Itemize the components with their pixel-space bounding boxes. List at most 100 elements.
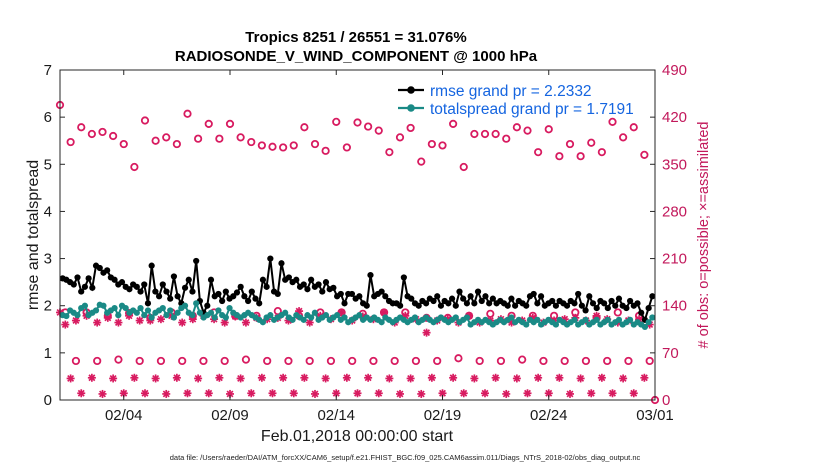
- obs-assimilated-marker: [629, 389, 638, 398]
- obs-assimilated-marker: [576, 374, 585, 383]
- totalspread-point: [63, 312, 70, 320]
- rmse-point: [467, 293, 474, 300]
- rmse-point: [471, 300, 478, 307]
- rmse-point: [601, 300, 608, 307]
- asterisk-stroke: [237, 374, 245, 382]
- obs-assimilated-marker: [640, 373, 649, 382]
- asterisk-stroke: [364, 374, 372, 382]
- obs-possible-marker: [438, 141, 447, 150]
- rmse-point: [604, 304, 611, 312]
- plot-frame: [59, 69, 656, 401]
- totalspread-point: [163, 312, 170, 319]
- obs-assimilated-marker: [512, 374, 521, 383]
- asterisk-stroke: [407, 374, 415, 382]
- rmse-point: [534, 300, 541, 307]
- rmse-point: [167, 295, 174, 302]
- rmse-point: [649, 293, 656, 300]
- asterisk-stroke: [157, 315, 165, 323]
- asterisk-stroke: [114, 319, 122, 327]
- rmse-point: [582, 307, 589, 314]
- rmse-point: [104, 267, 111, 274]
- obs-possible-marker: [417, 157, 426, 166]
- obs-assimilated-marker: [342, 373, 351, 382]
- obs-possible-marker: [263, 356, 272, 366]
- rmse-point: [144, 300, 152, 307]
- asterisk-stroke: [449, 374, 457, 382]
- asterisk-stroke: [173, 374, 181, 382]
- totalspread-point: [196, 309, 203, 316]
- rmse-point: [278, 260, 285, 267]
- totalspread-point: [641, 323, 649, 331]
- obs-possible-marker: [183, 109, 192, 118]
- obs-possible-marker: [172, 139, 181, 149]
- totalspread-point: [111, 304, 118, 312]
- obs-possible-marker: [156, 356, 166, 366]
- totalspread-point: [508, 314, 515, 321]
- asterisk-stroke: [492, 374, 500, 382]
- obs-assimilated-marker: [241, 318, 250, 327]
- rmse-point: [252, 295, 259, 302]
- obs-possible-marker: [114, 355, 123, 364]
- rmse-point: [204, 302, 211, 309]
- obs-possible-marker: [603, 356, 612, 366]
- rmse-point: [626, 297, 634, 305]
- obs-possible-marker: [348, 356, 357, 366]
- totalspread-point: [92, 307, 100, 314]
- obs-possible-marker: [257, 141, 266, 150]
- totalspread-point: [341, 314, 348, 321]
- asterisk-stroke: [215, 374, 223, 382]
- obs-assimilated-marker: [135, 316, 144, 325]
- rmse-point: [423, 300, 430, 307]
- totalspread-point: [300, 316, 307, 323]
- obs-possible-marker: [597, 148, 606, 157]
- totalspread-point: [411, 314, 419, 321]
- obs-possible-marker: [109, 131, 118, 141]
- asterisk-stroke: [194, 374, 202, 382]
- asterisk-stroke: [67, 374, 75, 382]
- rmse-point: [141, 281, 148, 288]
- asterisk-stroke: [619, 374, 627, 382]
- obs-possible-marker: [247, 137, 256, 147]
- rmse-point: [222, 288, 229, 295]
- obs-possible-marker: [539, 356, 548, 366]
- series-layer: [55, 100, 660, 405]
- obs-assimilated-marker: [311, 389, 319, 398]
- rmse-point: [111, 276, 118, 283]
- rmse-point: [623, 304, 630, 312]
- rmse-point: [85, 275, 92, 282]
- obs-assimilated-marker: [481, 389, 489, 398]
- totalspread-point: [267, 312, 274, 319]
- obs-assimilated-marker: [130, 373, 139, 382]
- obs-assimilated-marker: [98, 389, 107, 398]
- rmse-point: [578, 302, 585, 309]
- obs-assimilated-marker: [449, 373, 458, 382]
- obs-assimilated-marker: [422, 328, 431, 337]
- y-axis-right-label: # of obs: o=possible; ×=assimilated: [696, 122, 712, 349]
- rmse-point: [300, 281, 307, 288]
- asterisk-stroke: [120, 389, 128, 397]
- obs-possible-marker: [194, 134, 203, 143]
- rmse-point: [155, 293, 163, 300]
- rmse-point: [219, 297, 226, 305]
- asterisk-stroke: [375, 389, 383, 397]
- obs-possible-marker: [66, 137, 75, 147]
- asterisk-stroke: [396, 390, 404, 398]
- obs-possible-marker: [555, 152, 564, 161]
- totalspread-point: [100, 302, 107, 309]
- obs-possible-marker: [300, 123, 309, 132]
- obs-assimilated-marker: [151, 374, 160, 383]
- obs-assimilated-marker: [587, 389, 596, 398]
- obs-possible-marker: [98, 127, 107, 137]
- totalspread-point: [259, 319, 267, 326]
- rmse-point: [445, 300, 452, 307]
- obs-possible-marker: [77, 123, 86, 132]
- obs-assimilated-marker: [71, 316, 80, 325]
- asterisk-stroke: [513, 374, 521, 382]
- legend-rmse-label: rmse grand pr = 2.2332: [430, 83, 592, 100]
- totalspread-point: [181, 302, 189, 309]
- asterisk-stroke: [136, 317, 144, 325]
- obs-assimilated-marker: [61, 320, 70, 329]
- rmse-point: [571, 300, 578, 307]
- y-left-tick-label: 2: [44, 298, 52, 315]
- x-tick-label: 03/01: [636, 407, 674, 424]
